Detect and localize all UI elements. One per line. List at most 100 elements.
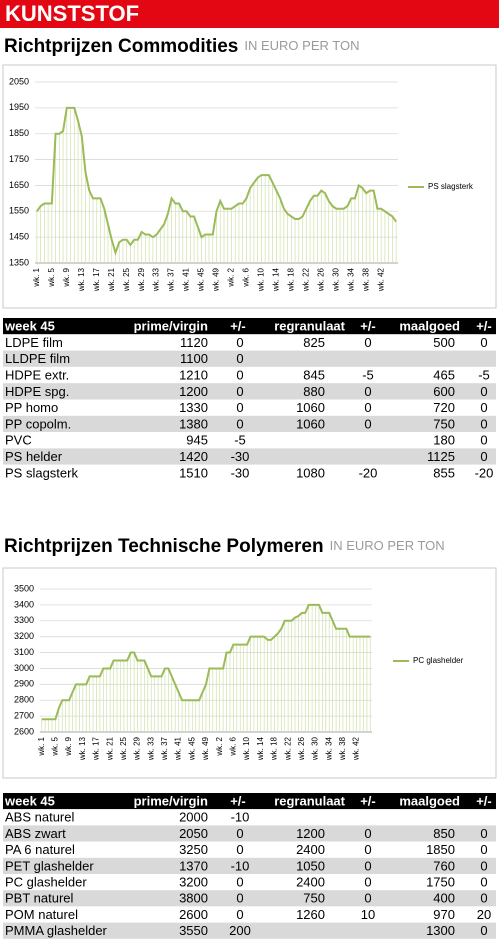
- y-tick-label: 2800: [14, 695, 34, 705]
- row-label: LDPE film: [5, 335, 63, 350]
- x-tick-label: wk. 18: [286, 267, 295, 292]
- table-row: [3, 841, 496, 858]
- y-tick-label: 1650: [9, 180, 29, 190]
- x-tick-label: wk. 26: [316, 267, 325, 292]
- x-tick-label: wk. 49: [201, 736, 210, 761]
- x-tick-label: wk. 2: [227, 267, 236, 287]
- cell-value: 0: [480, 335, 487, 350]
- cell-value: 0: [364, 335, 371, 350]
- cell-value: 1750: [426, 875, 455, 890]
- cell-value: 855: [433, 465, 455, 480]
- cell-value: 1080: [296, 465, 325, 480]
- cell-value: 3200: [179, 875, 208, 890]
- cell-value: -20: [359, 465, 378, 480]
- table-row: [3, 906, 496, 923]
- y-tick-label: 3200: [14, 631, 34, 641]
- column-header: +/-: [360, 794, 376, 809]
- row-label: PA 6 naturel: [5, 842, 75, 857]
- cell-value: 600: [433, 384, 455, 399]
- x-tick-label: wk. 14: [256, 736, 265, 761]
- cell-value: 0: [480, 826, 487, 841]
- x-tick-label: wk. 41: [174, 736, 183, 761]
- cell-value: 0: [480, 384, 487, 399]
- x-tick-label: wk. 38: [338, 736, 347, 761]
- cell-value: 0: [364, 416, 371, 431]
- cell-value: 0: [480, 433, 487, 448]
- cell-value: 0: [236, 351, 243, 366]
- cell-value: 1380: [179, 416, 208, 431]
- x-tick-label: wk. 13: [78, 736, 87, 761]
- cell-value: 0: [236, 416, 243, 431]
- cell-value: 1060: [296, 416, 325, 431]
- cell-value: 0: [480, 449, 487, 464]
- x-tick-label: wk. 33: [146, 736, 155, 761]
- cell-value: 1120: [180, 335, 208, 350]
- chart-title: Richtprijzen Commodities: [4, 36, 238, 57]
- x-tick-label: wk. 29: [133, 736, 142, 761]
- x-tick-label: wk. 1: [37, 736, 46, 756]
- x-tick-label: wk. 10: [242, 736, 251, 761]
- cell-value: -10: [231, 810, 250, 825]
- x-tick-label: wk. 45: [197, 267, 206, 292]
- cell-value: 1300: [426, 923, 455, 938]
- cell-value: 465: [433, 367, 455, 382]
- cell-value: 1260: [296, 907, 325, 922]
- x-tick-label: wk. 41: [182, 267, 191, 292]
- table-row: [3, 922, 496, 939]
- cell-value: 2050: [179, 826, 208, 841]
- cell-value: 2000: [179, 810, 208, 825]
- cell-value: -10: [231, 858, 250, 873]
- x-tick-label: wk. 21: [105, 736, 114, 761]
- cell-value: 945: [186, 433, 208, 448]
- chart-subtitle: IN EURO PER TON: [330, 538, 445, 553]
- cell-value: 0: [236, 400, 243, 415]
- row-label: PC glashelder: [5, 875, 87, 890]
- x-tick-label: wk. 37: [160, 736, 169, 761]
- x-tick-label: wk. 14: [271, 267, 280, 292]
- cell-value: 0: [236, 384, 243, 399]
- row-label: PS slagsterk: [5, 465, 78, 480]
- cell-value: 1125: [427, 449, 455, 464]
- x-tick-label: wk. 13: [77, 267, 86, 292]
- x-tick-label: wk. 30: [311, 736, 320, 761]
- table-header-bg: [3, 318, 496, 335]
- x-tick-label: wk. 37: [167, 267, 176, 292]
- row-label: HDPE spg.: [5, 384, 69, 399]
- cell-value: 0: [480, 842, 487, 857]
- section-title: Richtprijzen Commodities IN EURO PER TON: [4, 36, 359, 57]
- cell-value: 20: [477, 907, 491, 922]
- cell-value: 400: [433, 891, 455, 906]
- row-label: PET glashelder: [5, 858, 94, 873]
- column-header: maalgoed: [399, 794, 460, 809]
- x-tick-label: wk. 18: [270, 736, 279, 761]
- cell-value: 0: [364, 826, 371, 841]
- x-tick-label: wk. 9: [62, 267, 71, 287]
- cell-value: 1850: [426, 842, 455, 857]
- cell-value: 0: [364, 858, 371, 873]
- column-header: regranulaat: [274, 794, 345, 809]
- table-row: [3, 383, 496, 400]
- cell-value: 850: [433, 826, 455, 841]
- cell-value: 825: [303, 335, 325, 350]
- table-row: [3, 464, 496, 481]
- table-row: [3, 366, 496, 384]
- cell-value: 2600: [179, 907, 208, 922]
- x-tick-label: wk. 42: [376, 267, 385, 292]
- cell-value: 750: [433, 416, 455, 431]
- cell-value: 970: [433, 907, 455, 922]
- x-tick-label: wk. 34: [324, 736, 333, 761]
- y-tick-label: 1950: [9, 102, 29, 112]
- table-row: [3, 809, 496, 826]
- cell-value: 1330: [179, 400, 208, 415]
- cell-value: 2400: [296, 842, 325, 857]
- series-line: [41, 603, 371, 721]
- y-tick-label: 3300: [14, 615, 34, 625]
- x-tick-label: wk. 45: [187, 736, 196, 761]
- x-tick-label: wk. 2: [215, 736, 224, 756]
- x-tick-label: wk. 26: [297, 736, 306, 761]
- row-label: PMMA glashelder: [5, 923, 108, 938]
- y-tick-label: 1450: [9, 232, 29, 242]
- cell-value: 180: [433, 433, 455, 448]
- cell-value: 750: [303, 891, 325, 906]
- table-row: [3, 350, 496, 367]
